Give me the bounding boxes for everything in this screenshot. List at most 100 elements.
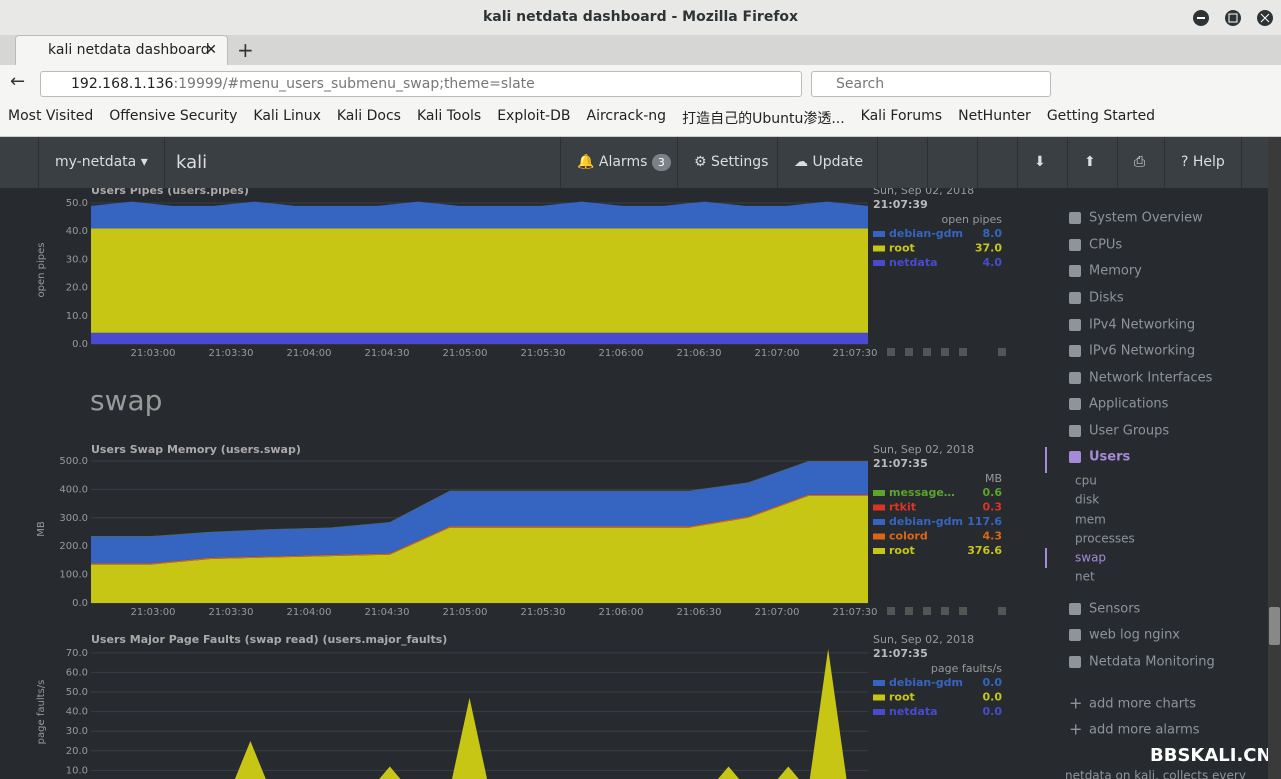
chart-control[interactable]: [959, 607, 967, 615]
sidebar-item[interactable]: System Overview: [1089, 211, 1203, 226]
bookmark[interactable]: NetHunter: [958, 108, 1031, 132]
scrollbar[interactable]: [1268, 137, 1281, 779]
update-button[interactable]: ☁ Update: [777, 137, 879, 188]
netdata-header: my-netdata ▾ kali 🔔 Alarms 3 ⚙ Settings …: [0, 137, 1268, 188]
sidebar-icon: [1069, 212, 1081, 224]
sidebar-item[interactable]: User Groups: [1089, 424, 1169, 439]
window-controls[interactable]: [1190, 8, 1275, 28]
sidebar-item[interactable]: disk: [1075, 493, 1099, 507]
alarms-button[interactable]: 🔔 Alarms 3: [560, 137, 687, 188]
sidebar-item[interactable]: Memory: [1089, 264, 1142, 279]
sidebar-item[interactable]: add more charts: [1089, 697, 1196, 712]
y-tick-label: 60.0: [66, 667, 88, 678]
y-tick-label: 30.0: [66, 726, 88, 737]
chart-date: Sun, Sep 02, 2018: [873, 443, 974, 456]
url-path: :19999/#menu_users_submenu_swap;theme=sl…: [173, 76, 534, 92]
sidebar-item[interactable]: add more alarms: [1089, 723, 1200, 738]
bookmark[interactable]: Offensive Security: [109, 108, 237, 132]
x-tick-label: 21:05:30: [521, 348, 566, 359]
sidebar-item[interactable]: netdata on kali, collects every: [1065, 769, 1246, 779]
sidebar-item[interactable]: CPUs: [1089, 238, 1122, 253]
area: [91, 333, 868, 344]
settings-label: Settings: [711, 154, 768, 170]
legend-name: root: [889, 691, 915, 704]
chart-control[interactable]: [941, 607, 949, 615]
bookmark[interactable]: Most Visited: [8, 108, 93, 132]
chart-control[interactable]: [998, 348, 1006, 356]
sidebar-item[interactable]: net: [1075, 570, 1095, 584]
sidebar-item[interactable]: Netdata Monitoring: [1089, 655, 1215, 670]
new-tab[interactable]: +: [237, 38, 254, 62]
legend-value: 117.6: [967, 515, 1002, 528]
search-box[interactable]: Search: [811, 71, 1051, 97]
chart-control[interactable]: [887, 348, 895, 356]
chart-control[interactable]: [905, 607, 913, 615]
sidebar-item[interactable]: Users: [1089, 450, 1131, 465]
sidebar-item[interactable]: swap: [1075, 551, 1106, 565]
url-bar[interactable]: 192.168.1.136:19999/#menu_users_submenu_…: [40, 71, 802, 97]
sidebar-icon: [1069, 265, 1081, 277]
legend-value: 376.6: [967, 544, 1002, 557]
bookmark[interactable]: Kali Linux: [253, 108, 320, 132]
sidebar-item[interactable]: Disks: [1089, 291, 1124, 306]
y-axis-label: MB: [36, 521, 47, 537]
host-name: kali: [176, 137, 207, 188]
chart-control[interactable]: [998, 607, 1006, 615]
sidebar-icon: [1069, 292, 1081, 304]
bookmark[interactable]: Getting Started: [1047, 108, 1155, 132]
tab[interactable]: kali netdata dashboard✕: [15, 35, 228, 65]
y-tick-label: 30.0: [66, 254, 88, 265]
sidebar-icon: [1069, 629, 1081, 641]
y-tick-label: 20.0: [66, 283, 88, 294]
sidebar-item[interactable]: Applications: [1089, 397, 1169, 412]
sidebar-item[interactable]: processes: [1075, 532, 1135, 546]
bookmark[interactable]: Kali Tools: [417, 108, 481, 132]
y-tick-label: 500.0: [59, 456, 88, 467]
sidebar-item[interactable]: Sensors: [1089, 602, 1141, 617]
chart-title: Users Major Page Faults (swap read) (use…: [91, 633, 447, 646]
sidebar-item[interactable]: IPv6 Networking: [1089, 344, 1195, 359]
window-title: kali netdata dashboard - Mozilla Firefox: [0, 0, 1281, 35]
plus-icon: +: [1069, 694, 1082, 713]
legend-swatch: [873, 519, 885, 525]
scroll-thumb[interactable]: [1269, 607, 1280, 645]
chart-control[interactable]: [941, 348, 949, 356]
bookmark[interactable]: Kali Forums: [861, 108, 942, 132]
plus-icon: +: [1069, 720, 1082, 739]
x-tick-label: 21:07:00: [755, 348, 800, 359]
y-tick-label: 10.0: [66, 765, 88, 776]
legend-swatch: [873, 695, 885, 701]
search-placeholder: Search: [836, 76, 884, 92]
legend-value: 4.0: [983, 256, 1003, 269]
x-tick-label: 21:07:00: [755, 607, 800, 618]
brand-menu[interactable]: my-netdata ▾: [38, 137, 165, 188]
bookmark[interactable]: Exploit-DB: [497, 108, 570, 132]
chart-control[interactable]: [887, 607, 895, 615]
x-tick-label: 21:04:00: [287, 607, 332, 618]
sidebar-icon: [1069, 425, 1081, 437]
sidebar-item[interactable]: cpu: [1075, 474, 1097, 488]
sidebar-item[interactable]: web log nginx: [1089, 628, 1180, 643]
sidebar-item[interactable]: Network Interfaces: [1089, 371, 1213, 386]
legend-name: root: [889, 544, 915, 557]
y-tick-label: 50.0: [66, 687, 88, 698]
brand: my-netdata: [55, 154, 136, 170]
legend-name: debian-gdm: [889, 515, 963, 528]
back-button[interactable]: ←: [10, 71, 25, 92]
chart-title: Users Swap Memory (users.swap): [91, 443, 301, 456]
bookmark[interactable]: 打造自己的Ubuntu渗透...: [682, 108, 845, 132]
sidebar-item[interactable]: mem: [1075, 513, 1106, 527]
settings-button[interactable]: ⚙ Settings: [677, 137, 784, 188]
chart-control[interactable]: [923, 607, 931, 615]
x-tick-label: 21:04:00: [287, 348, 332, 359]
chart-control[interactable]: [923, 348, 931, 356]
help-button[interactable]: ? Help: [1164, 137, 1242, 188]
chart-time: 21:07:35: [873, 457, 928, 470]
sidebar-item[interactable]: IPv4 Networking: [1089, 318, 1195, 333]
bookmark[interactable]: Kali Docs: [337, 108, 401, 132]
chart-control[interactable]: [905, 348, 913, 356]
bookmark[interactable]: Aircrack-ng: [587, 108, 667, 132]
tab-close[interactable]: ✕: [205, 36, 217, 65]
chart-control[interactable]: [959, 348, 967, 356]
